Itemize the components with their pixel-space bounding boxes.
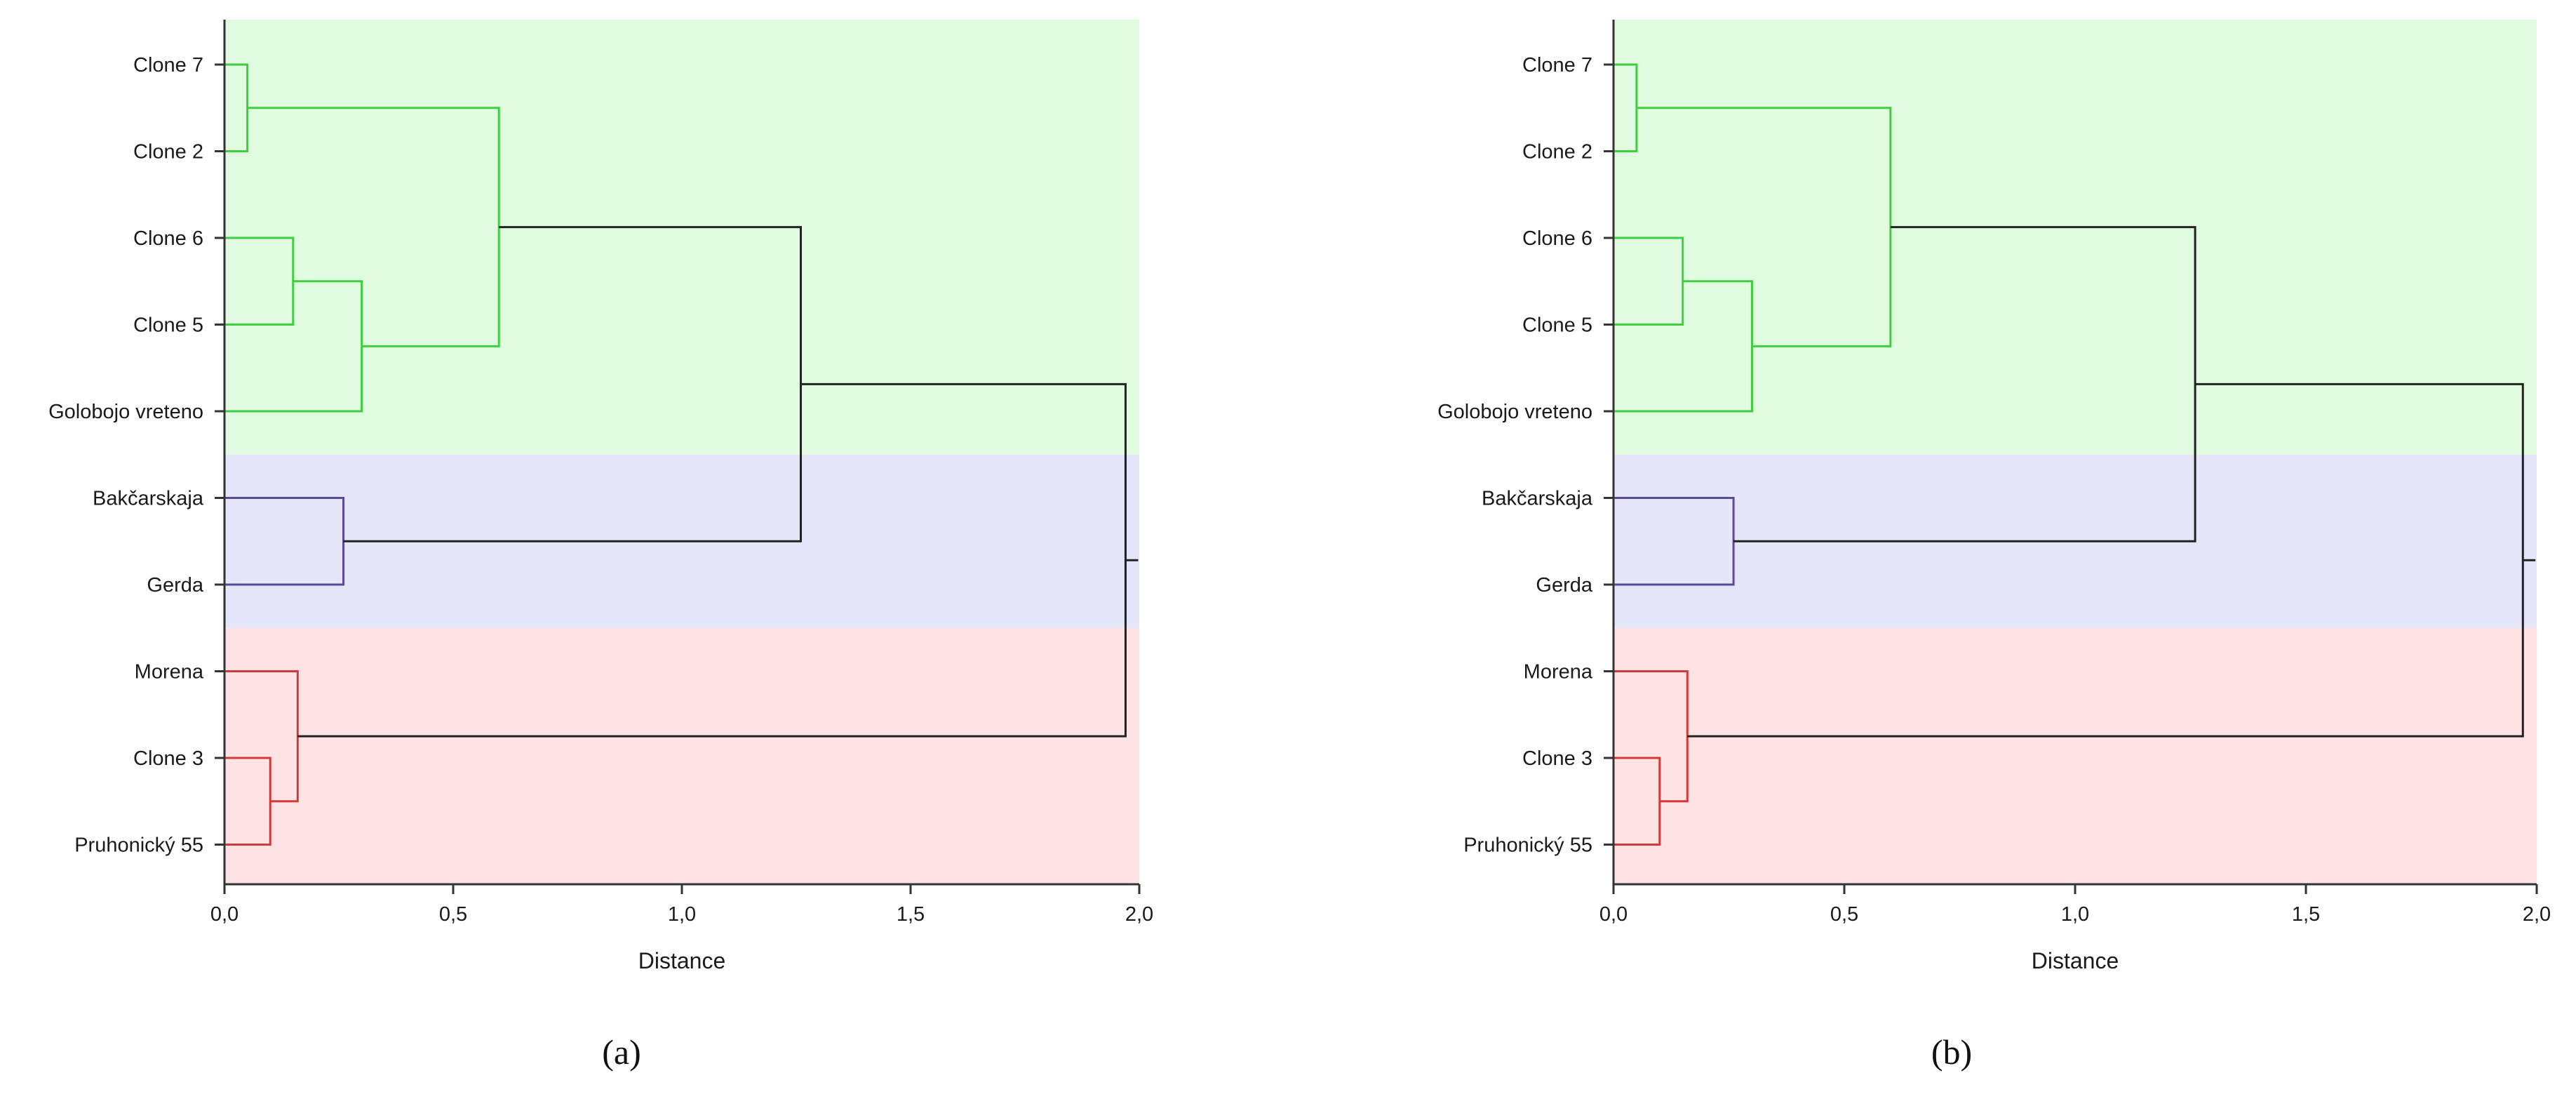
leaf-label-morena: Morena: [1524, 661, 1593, 684]
dendrogram-panel-a: 0,0 0,5 1,0 1,5 2,0 Clone 7 Clone 2 Clone 6 Clon…: [48, 20, 1153, 1072]
cluster-bands: [224, 20, 1139, 884]
leaf-label-clone-6: Clone 6: [1522, 227, 1592, 250]
x-tick-label: 0,5: [1830, 903, 1858, 926]
leaf-label-pruhonicky-55: Pruhonický 55: [74, 834, 203, 857]
axes: [1604, 20, 2538, 894]
panel-caption-a: (a): [602, 1032, 641, 1072]
x-tick-label: 1,0: [2061, 903, 2089, 926]
x-tick-label: 1,5: [897, 903, 925, 926]
x-tick-label: 0,0: [1599, 903, 1628, 926]
leaf-label-clone-7: Clone 7: [133, 54, 203, 76]
cluster-band: [224, 20, 1139, 455]
dendrogram-link: [1614, 63, 1638, 152]
x-tick-label: 0,0: [210, 903, 239, 926]
x-tick-label: 1,0: [668, 903, 696, 926]
dendrogram-chart-a: 0,0 0,5 1,0 1,5 2,0 Clone 7 Clone 2 Clone 6 Clon…: [48, 20, 1153, 973]
dendrogram-links: [224, 63, 1139, 846]
axes: [215, 20, 1141, 894]
dendrogram-chart-b: 0,0 0,5 1,0 1,5 2,0 Clone 7 Clone 2 Clone 6 Clon…: [1437, 20, 2551, 973]
x-axis-title: Distance: [2032, 948, 2119, 973]
leaf-label-bakcarskaja: Bakčarskaja: [93, 488, 204, 510]
dendrogram-links: [1614, 63, 2536, 846]
leaf-label-clone-5: Clone 5: [133, 314, 203, 337]
leaf-label-clone-2: Clone 2: [1522, 141, 1592, 164]
panel-caption-b: (b): [1931, 1032, 1973, 1072]
cluster-band: [1614, 20, 2537, 455]
leaf-label-gerda: Gerda: [147, 574, 203, 597]
x-tick-label: 2,0: [2523, 903, 2551, 926]
leaf-label-pruhonicky-55: Pruhonický 55: [1463, 834, 1592, 857]
cluster-band: [1614, 627, 2537, 884]
dendrogram-link: [1614, 280, 1753, 413]
leaf-label-clone-6: Clone 6: [133, 227, 203, 250]
dendrogram-panel-b: 0,0 0,5 1,0 1,5 2,0 Clone 7 Clone 2 Clone 6 Clon…: [1288, 0, 2576, 1099]
leaf-label-clone-2: Clone 2: [133, 141, 203, 164]
leaf-label-clone-5: Clone 5: [1522, 314, 1592, 337]
leaf-label-morena: Morena: [135, 661, 204, 684]
leaf-label-golobojo-vreteno: Golobojo vreteno: [48, 401, 203, 423]
cluster-band: [224, 627, 1139, 884]
cluster-bands: [1614, 20, 2537, 884]
leaf-label-gerda: Gerda: [1536, 574, 1592, 597]
x-tick-label: 0,5: [439, 903, 467, 926]
x-axis-title: Distance: [638, 948, 726, 973]
x-tick-label: 2,0: [1125, 903, 1153, 926]
leaf-label-clone-3: Clone 3: [1522, 747, 1592, 770]
leaf-label-clone-7: Clone 7: [1522, 54, 1592, 76]
leaf-label-bakcarskaja: Bakčarskaja: [1482, 488, 1593, 510]
leaf-label-clone-3: Clone 3: [133, 747, 203, 770]
x-tick-label: 1,5: [2292, 903, 2320, 926]
leaf-label-golobojo-vreteno: Golobojo vreteno: [1437, 401, 1592, 423]
dendrogram-link: [1614, 237, 1684, 326]
